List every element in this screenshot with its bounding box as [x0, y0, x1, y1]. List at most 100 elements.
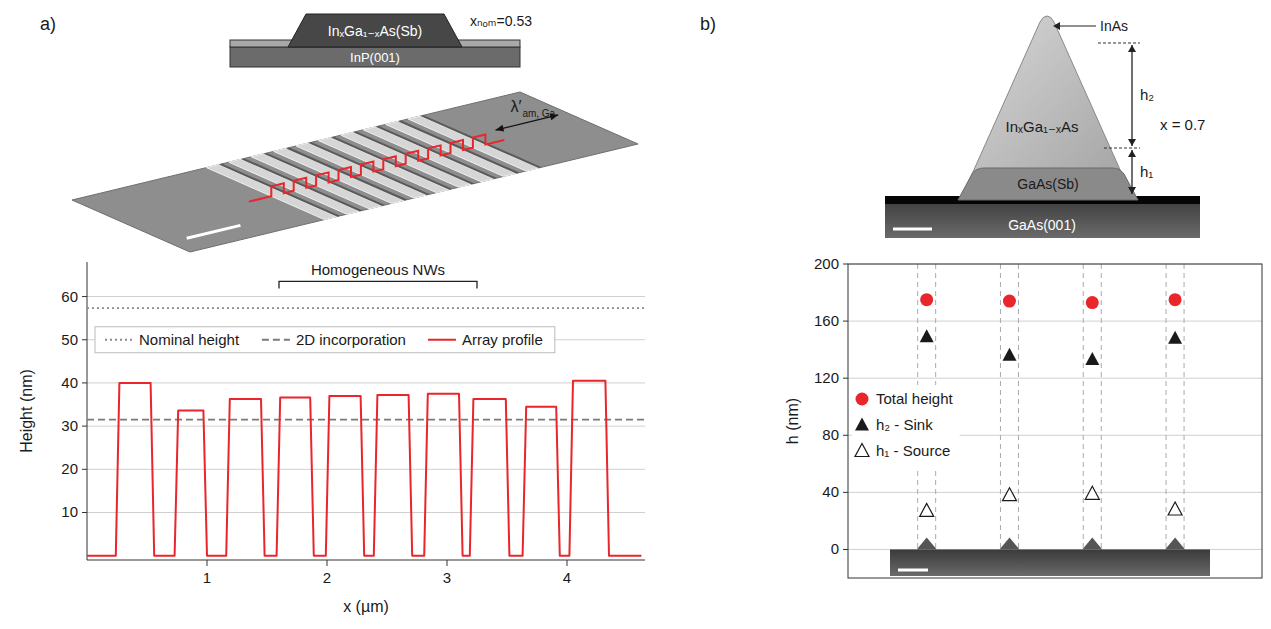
- data-point: [1003, 295, 1016, 308]
- axis-title: h (nm): [784, 398, 801, 444]
- annotation: Homogeneous NWs: [311, 261, 445, 278]
- tick-label: 60: [61, 288, 78, 305]
- plot-area: [87, 308, 645, 555]
- legend-label: h₂ - Sink: [876, 416, 933, 433]
- tick: [82, 512, 87, 513]
- column-guide: [1101, 264, 1102, 578]
- tick-label: 0: [831, 540, 839, 557]
- grid-line: [848, 321, 1262, 322]
- arrow-head: [1053, 22, 1060, 30]
- tem-label: GaAs(001): [1008, 217, 1076, 233]
- strip-nanowire: [1082, 538, 1102, 550]
- scale-bar: [898, 569, 928, 572]
- tick-label: 2: [323, 569, 331, 586]
- axis-title: x (µm): [343, 598, 389, 615]
- data-point: [920, 503, 934, 516]
- legend-swatch: [105, 339, 133, 341]
- pointer: [1055, 25, 1096, 26]
- legend: Nominal height 2D incorporation Array prof…: [95, 327, 555, 353]
- legend-label: Nominal height: [139, 331, 240, 348]
- column-guide: [1184, 264, 1185, 578]
- grid-line: [87, 469, 645, 470]
- legend-swatch: [855, 444, 869, 457]
- legend: Total heighth₂ - Sinkh₁ - Source: [852, 385, 960, 471]
- column-guide: [1018, 264, 1019, 578]
- legend-swatch: [428, 339, 456, 341]
- data-point: [1168, 502, 1182, 515]
- reference-line: [87, 307, 645, 309]
- tem-label: x = 0.7: [1160, 116, 1205, 133]
- afm-ribbon-shadow: [398, 121, 519, 174]
- arrow-head: [496, 125, 505, 132]
- data-point: [920, 329, 934, 342]
- tick: [82, 339, 87, 340]
- tem-label: h₁: [1140, 163, 1153, 180]
- panel-label: b): [700, 14, 716, 34]
- data-point: [1003, 488, 1017, 501]
- grid-line: [87, 382, 645, 383]
- data-point: [1085, 352, 1099, 365]
- tem-label: GaAs(Sb): [1017, 176, 1078, 192]
- tick-label: 1: [203, 569, 211, 586]
- data-point: [920, 293, 933, 306]
- tem-source: [958, 168, 1138, 200]
- lambda-subscript: am, Ga: [522, 108, 555, 119]
- dim-line: [1104, 148, 1140, 149]
- tick-label: 30: [61, 417, 78, 434]
- tick: [843, 378, 848, 379]
- arrow-head: [1128, 187, 1136, 194]
- grid-line: [87, 426, 645, 427]
- grid-line: [848, 492, 1262, 493]
- tick: [82, 426, 87, 427]
- schematic: InₓGa₁₋ₓAs(Sb) InP(001) xₙₒₘ=0.53: [230, 13, 532, 67]
- dim-arrow: [1131, 45, 1132, 146]
- tick: [207, 560, 208, 566]
- composition-label: xₙₒₘ=0.53: [470, 13, 532, 29]
- tick: [327, 560, 328, 566]
- afm-surface: [72, 92, 638, 252]
- tick-label: 10: [61, 503, 78, 520]
- tick: [843, 264, 848, 265]
- panel-label: a): [40, 14, 56, 34]
- tick: [567, 560, 568, 566]
- scale-bar: [893, 228, 932, 231]
- tick-label: 4: [563, 569, 571, 586]
- tem-strip: [890, 549, 1210, 576]
- tick: [447, 560, 448, 566]
- tem-label: InₓGa₁₋ₓAs: [1006, 118, 1079, 135]
- legend-label: 2D incorporation: [296, 331, 406, 348]
- tick-label: 20: [61, 460, 78, 477]
- strip-nanowire: [917, 538, 937, 550]
- tick: [843, 492, 848, 493]
- column-guide: [1000, 264, 1001, 578]
- scale-bar: [187, 225, 241, 238]
- column-guide: [1083, 264, 1084, 578]
- legend-box: [852, 385, 960, 471]
- layer-label: InₓGa₁₋ₓAs(Sb): [328, 23, 422, 39]
- axis-title: Height (nm): [18, 369, 35, 453]
- tem-label: h₂: [1140, 86, 1154, 103]
- legend-label: Total height: [876, 390, 954, 407]
- data-point: [1169, 293, 1182, 306]
- plot-frame: [848, 264, 1262, 578]
- lambda-label: λ′: [510, 98, 521, 115]
- substrate-label: InP(001): [350, 50, 400, 65]
- column-guide: [1166, 264, 1167, 578]
- tick-label: 200: [814, 255, 839, 272]
- substrate: [230, 47, 520, 67]
- tick-label: 3: [443, 569, 451, 586]
- tem-nanowire: [964, 16, 1130, 192]
- grid-line: [848, 378, 1262, 379]
- legend-label: Array profile: [462, 331, 543, 348]
- x-axis: [87, 560, 645, 561]
- legend-swatch: [262, 339, 290, 341]
- y-axis: [87, 262, 88, 560]
- tick: [843, 549, 848, 550]
- legend-swatch: [856, 393, 869, 406]
- tick: [843, 435, 848, 436]
- nanowire: [288, 14, 462, 47]
- data-point: [1085, 486, 1099, 499]
- dim-line: [1098, 43, 1140, 44]
- tick: [82, 296, 87, 297]
- tick-label: 120: [814, 369, 839, 386]
